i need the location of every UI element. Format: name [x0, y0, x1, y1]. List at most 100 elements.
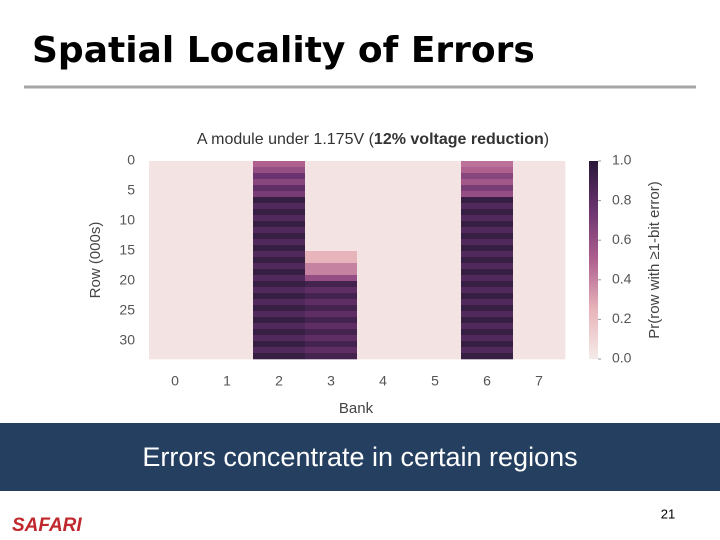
heatmap-cell — [513, 245, 566, 252]
colorbar-tick-label: 0.4 — [612, 271, 632, 287]
heatmap-cell — [409, 239, 462, 246]
heatmap-cell — [357, 311, 410, 318]
heatmap-cell — [253, 257, 306, 264]
heatmap-cell — [409, 167, 462, 174]
heatmap-cell — [513, 191, 566, 198]
heatmap-cell — [513, 221, 566, 228]
heatmap-cell — [201, 179, 254, 186]
heatmap-cell — [461, 353, 514, 360]
heatmap-cell — [461, 179, 514, 186]
heatmap-cell — [409, 269, 462, 276]
heatmap-cell — [461, 197, 514, 204]
heatmap-cell — [201, 287, 254, 294]
heatmap-cell — [357, 353, 410, 360]
heatmap-cell — [201, 203, 254, 210]
heatmap-cell — [357, 335, 410, 342]
heatmap-cell — [513, 161, 566, 168]
heatmap-cell — [409, 197, 462, 204]
heatmap-cell — [149, 293, 202, 300]
heatmap-cell — [253, 335, 306, 342]
heatmap-cell — [357, 179, 410, 186]
heatmap-cell — [461, 281, 514, 288]
x-tick-label: 2 — [275, 373, 283, 389]
heatmap-cell — [305, 179, 358, 186]
heatmap-cell — [149, 329, 202, 336]
heatmap-cell — [357, 299, 410, 306]
heatmap-cell — [513, 329, 566, 336]
heatmap-cell — [305, 203, 358, 210]
heatmap-cell — [357, 287, 410, 294]
heatmap-cell — [461, 173, 514, 180]
heatmap-cell — [357, 251, 410, 258]
heatmap-cell — [357, 209, 410, 216]
heatmap-cell — [357, 347, 410, 354]
colorbar-tick-label: 1.0 — [612, 152, 632, 168]
heatmap-cell — [357, 323, 410, 330]
heatmap-cell — [149, 269, 202, 276]
colorbar-tick-label: 0.0 — [612, 350, 632, 366]
heatmap-cell — [409, 191, 462, 198]
heatmap-cell — [305, 281, 358, 288]
heatmap-cell — [461, 161, 514, 168]
heatmap-cell — [253, 323, 306, 330]
heatmap-cell — [461, 239, 514, 246]
heatmap-cell — [357, 197, 410, 204]
colorbar-label: Pr(row with ≥1-bit error) — [646, 181, 663, 338]
heatmap-cell — [513, 185, 566, 192]
heatmap-cell — [305, 305, 358, 312]
heatmap-cell — [253, 353, 306, 360]
page-number: 21 — [661, 506, 675, 521]
heatmap-cell — [201, 269, 254, 276]
heatmap-cell — [461, 251, 514, 258]
heatmap-cell — [149, 335, 202, 342]
heatmap-cell — [201, 323, 254, 330]
heatmap-cell — [513, 347, 566, 354]
heatmap-cell — [513, 353, 566, 360]
heatmap-cell — [409, 293, 462, 300]
heatmap-cell — [201, 209, 254, 216]
heatmap-cell — [149, 173, 202, 180]
heatmap-cell — [201, 335, 254, 342]
heatmap-cell — [461, 203, 514, 210]
heatmap-cell — [305, 329, 358, 336]
heatmap-cell — [461, 335, 514, 342]
heatmap-cell — [409, 263, 462, 270]
heatmap-cell — [201, 239, 254, 246]
heatmap: 0 1 2 3 4 5 6 7 0 5 10 15 20 25 30 0.0 0.2 0.4 0.6 0.8 1.0 — [119, 152, 631, 389]
heatmap-cell — [513, 335, 566, 342]
heatmap-cell — [513, 173, 566, 180]
heatmap-cell — [253, 179, 306, 186]
heatmap-cell — [201, 347, 254, 354]
title-part: 12% voltage reduction — [374, 131, 544, 148]
heatmap-cell — [461, 215, 514, 222]
heatmap-cell — [513, 323, 566, 330]
heatmap-cell — [461, 293, 514, 300]
heatmap-cell — [357, 167, 410, 174]
heatmap-cell — [253, 227, 306, 234]
heatmap-cell — [513, 269, 566, 276]
heatmap-cell — [357, 173, 410, 180]
heatmap-cell — [253, 161, 306, 168]
title-part: ) — [544, 131, 549, 148]
heatmap-cell — [461, 269, 514, 276]
heatmap-cell — [305, 287, 358, 294]
heatmap-cell — [201, 329, 254, 336]
heatmap-cell — [305, 245, 358, 252]
heatmap-cell — [357, 185, 410, 192]
heatmap-cell — [201, 257, 254, 264]
heatmap-cell — [305, 167, 358, 174]
heatmap-cell — [149, 323, 202, 330]
x-tick-label: 4 — [379, 373, 387, 389]
heatmap-cell — [409, 161, 462, 168]
heatmap-cell — [461, 263, 514, 270]
heatmap-cell — [357, 275, 410, 282]
heatmap-cell — [513, 179, 566, 186]
heatmap-cell — [253, 305, 306, 312]
heatmap-cell — [305, 185, 358, 192]
heatmap-cell — [201, 293, 254, 300]
heatmap-cell — [253, 263, 306, 270]
heatmap-cell — [149, 209, 202, 216]
heatmap-cell — [409, 203, 462, 210]
